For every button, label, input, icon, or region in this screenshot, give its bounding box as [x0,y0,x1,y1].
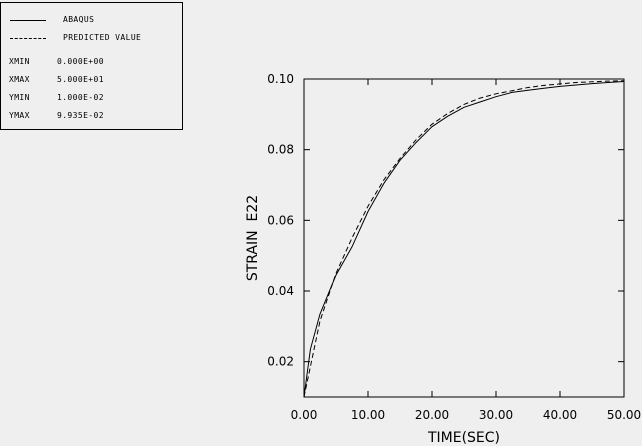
y-axis-label: STRAIN E22 [245,195,261,281]
y-tick-label: 0.10 [267,72,294,86]
legend-entry-abaqus: ABAQUS [1,14,184,26]
legend-box: ABAQUS PREDICTED VALUE XMIN 0.000E+00 XM… [0,2,183,130]
legend-dashed-line-swatch [10,38,46,39]
x-tick-label: 0.00 [291,408,318,422]
stat-key: YMIN [9,93,30,102]
legend-label: PREDICTED VALUE [63,33,142,42]
stat-key: XMIN [9,57,30,66]
legend-entry-predicted-value: PREDICTED VALUE [1,32,184,44]
stat-value: 9.935E-02 [57,111,104,120]
x-tick-label: 10.00 [351,408,385,422]
y-tick-label: 0.08 [267,143,294,157]
plot-frame [303,78,625,398]
y-tick-label: 0.02 [267,355,294,369]
stat-key: XMAX [9,75,30,84]
x-tick-label: 50.00 [607,408,641,422]
stat-value: 1.000E-02 [57,93,104,102]
series-line-abaqus [303,81,625,398]
x-axis-label: TIME(SEC) [427,430,500,446]
x-tick-label: 20.00 [415,408,449,422]
stat-value: 5.000E+01 [57,75,104,84]
x-tick-label: 40.00 [543,408,577,422]
x-tick-label: 30.00 [479,408,513,422]
stat-key: YMAX [9,111,30,120]
series-line-predicted-value [303,80,625,398]
stat-value: 0.000E+00 [57,57,104,66]
legend-solid-line-swatch [10,20,46,21]
y-tick-label: 0.06 [267,213,294,227]
y-tick-label: 0.04 [267,284,294,298]
legend-label: ABAQUS [63,15,95,24]
